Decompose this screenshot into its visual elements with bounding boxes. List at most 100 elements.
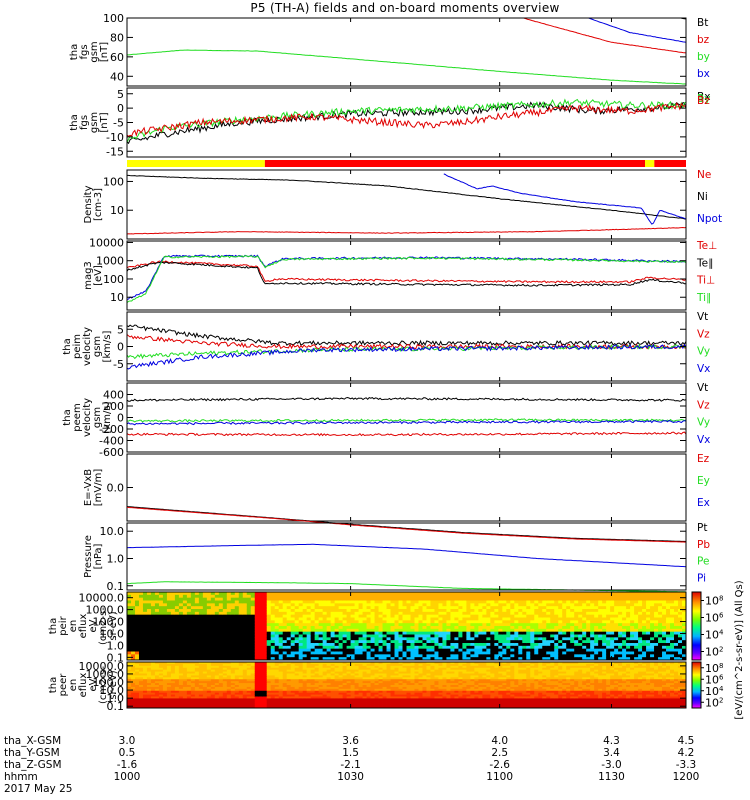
ephemeris-row-label: tha_X-GSM: [4, 735, 61, 747]
y-tick-label: 10000.0: [79, 660, 125, 673]
panel-fgs_mag: 100 80 60 40 tha fgs gsm [nT] Bt bz by bx: [69, 12, 710, 87]
series-black: [127, 324, 686, 347]
y-tick-label: 1000: [96, 255, 124, 268]
ephemeris-value: -3.0: [601, 759, 622, 771]
y-axis-label: eV: [88, 678, 99, 691]
series-blue: [443, 173, 686, 225]
panel-efield: 0.0 E=-VxB [mV/m] Ez Ey Ex: [83, 453, 710, 522]
ephemeris-value: -2.1: [340, 759, 361, 771]
panel-pressure: 10.0 1.0 0.1 Pressure [nPa] Pt Pb Pe Pi: [83, 506, 710, 593]
ephemeris-value: 1100: [486, 771, 513, 783]
y-tick-label: 1.0: [107, 552, 125, 565]
y-tick-label: 40: [110, 70, 124, 83]
ephemeris-value: 4.3: [603, 735, 620, 747]
y-tick-label: 10.0: [100, 525, 125, 538]
y-axis-label: [mV/m]: [93, 469, 104, 507]
spectrogram-cells: [127, 662, 687, 709]
series-lines: [127, 18, 686, 85]
y-axis-label: tha: [62, 409, 73, 425]
y-axis-label: [km/s]: [102, 330, 113, 362]
y-axis-label: peim: [72, 334, 83, 359]
panel-frame: [126, 240, 687, 311]
y-axis-label: eflux: [78, 673, 89, 698]
series-red: [127, 102, 686, 138]
legend-entry: Pb: [697, 539, 710, 551]
mode-segment: [645, 160, 655, 167]
legend-entry: Pt: [697, 522, 707, 534]
panel-frame: [126, 661, 687, 709]
ephemeris-value: 4.0: [491, 735, 508, 747]
y-axis-label: en: [68, 679, 79, 692]
series-red: [127, 431, 686, 437]
y-axis-label: mag3: [83, 261, 94, 290]
series-black: [678, 18, 686, 20]
colorbar-tick: 104: [705, 629, 724, 642]
y-tick-label: 100.0: [93, 616, 125, 629]
colorbar-tick: 102: [705, 646, 723, 659]
legend-entry: Vz: [697, 399, 710, 411]
y-tick-label: -10: [106, 131, 124, 144]
legend-entry: Ni: [697, 191, 708, 203]
y-tick-label: 100: [103, 175, 124, 188]
y-tick-label: 200: [103, 400, 124, 413]
legend-entry: Ez: [697, 453, 710, 465]
y-axis-label: sr-eV): [108, 611, 119, 640]
y-tick-label: 0.1: [107, 700, 125, 713]
legend-entry: Te⊥: [696, 240, 717, 252]
legend-entry: Ex: [697, 497, 710, 509]
y-tick-label: 1.0: [107, 692, 125, 705]
legend-entry: Vy: [697, 417, 710, 429]
y-tick-label: 1000.0: [86, 604, 125, 617]
ephemeris-value: -1.6: [117, 759, 138, 771]
series-lines: [127, 98, 686, 145]
y-tick-label: -5: [113, 117, 124, 130]
legend-entry: Ti∥: [696, 292, 711, 304]
ephemeris-value: 2.5: [491, 747, 508, 759]
y-tick-label: 0: [117, 102, 124, 115]
y-axis-label: velocity: [82, 398, 93, 437]
panel-frame: [126, 591, 687, 661]
panel-mode_bar: [127, 160, 686, 167]
chart-title: P5 (TH-A) fields and on-board moments ov…: [250, 1, 560, 15]
panel-frame: [126, 87, 687, 158]
legend-entry: Ey: [697, 475, 710, 487]
legend-entry: Bz: [697, 95, 710, 107]
legend-entry: Ti⊥: [696, 275, 715, 287]
y-axis-label: [nT]: [99, 42, 110, 62]
y-axis-label: en: [68, 620, 79, 633]
y-axis-label: tha: [48, 677, 59, 693]
legend-entry: Ne: [697, 169, 711, 181]
y-tick-label: -400: [99, 435, 124, 448]
y-axis-label: [km/s]: [102, 401, 113, 433]
series-blue: [127, 254, 686, 300]
colorbar-tick: 104: [705, 685, 724, 698]
series-blue: [586, 18, 686, 43]
y-tick-label: 100: [103, 12, 124, 25]
ephemeris-row-label: tha_Z-GSM: [4, 759, 62, 771]
legend-entry: bx: [697, 68, 710, 80]
y-tick-label: 1.0: [107, 639, 125, 652]
spectrogram-cells: [127, 592, 687, 661]
panel-frame: [126, 382, 687, 453]
legend-entry: Te∥: [696, 257, 713, 269]
series-green: [127, 98, 686, 143]
series-blue: [127, 420, 686, 426]
colorbar-tick: 108: [705, 595, 723, 608]
legend-entry: Vy: [697, 346, 710, 358]
y-tick-label: 10.0: [100, 627, 125, 640]
ephemeris-value: 1.5: [342, 747, 359, 759]
legend-entry: Vx: [697, 434, 710, 446]
panel-frame: [126, 453, 687, 522]
y-axis-label: tha: [69, 114, 80, 130]
y-axis-label: gsm: [92, 407, 103, 428]
ephemeris-value: -2.6: [489, 759, 510, 771]
ephemeris-value: 3.0: [119, 735, 136, 747]
y-tick-label: 0.1: [107, 651, 125, 664]
series-black: [127, 506, 686, 542]
legend-entry: Vz: [697, 328, 710, 340]
legend-entry: Npot: [697, 213, 722, 225]
ephemeris-value: 0.5: [119, 747, 136, 759]
